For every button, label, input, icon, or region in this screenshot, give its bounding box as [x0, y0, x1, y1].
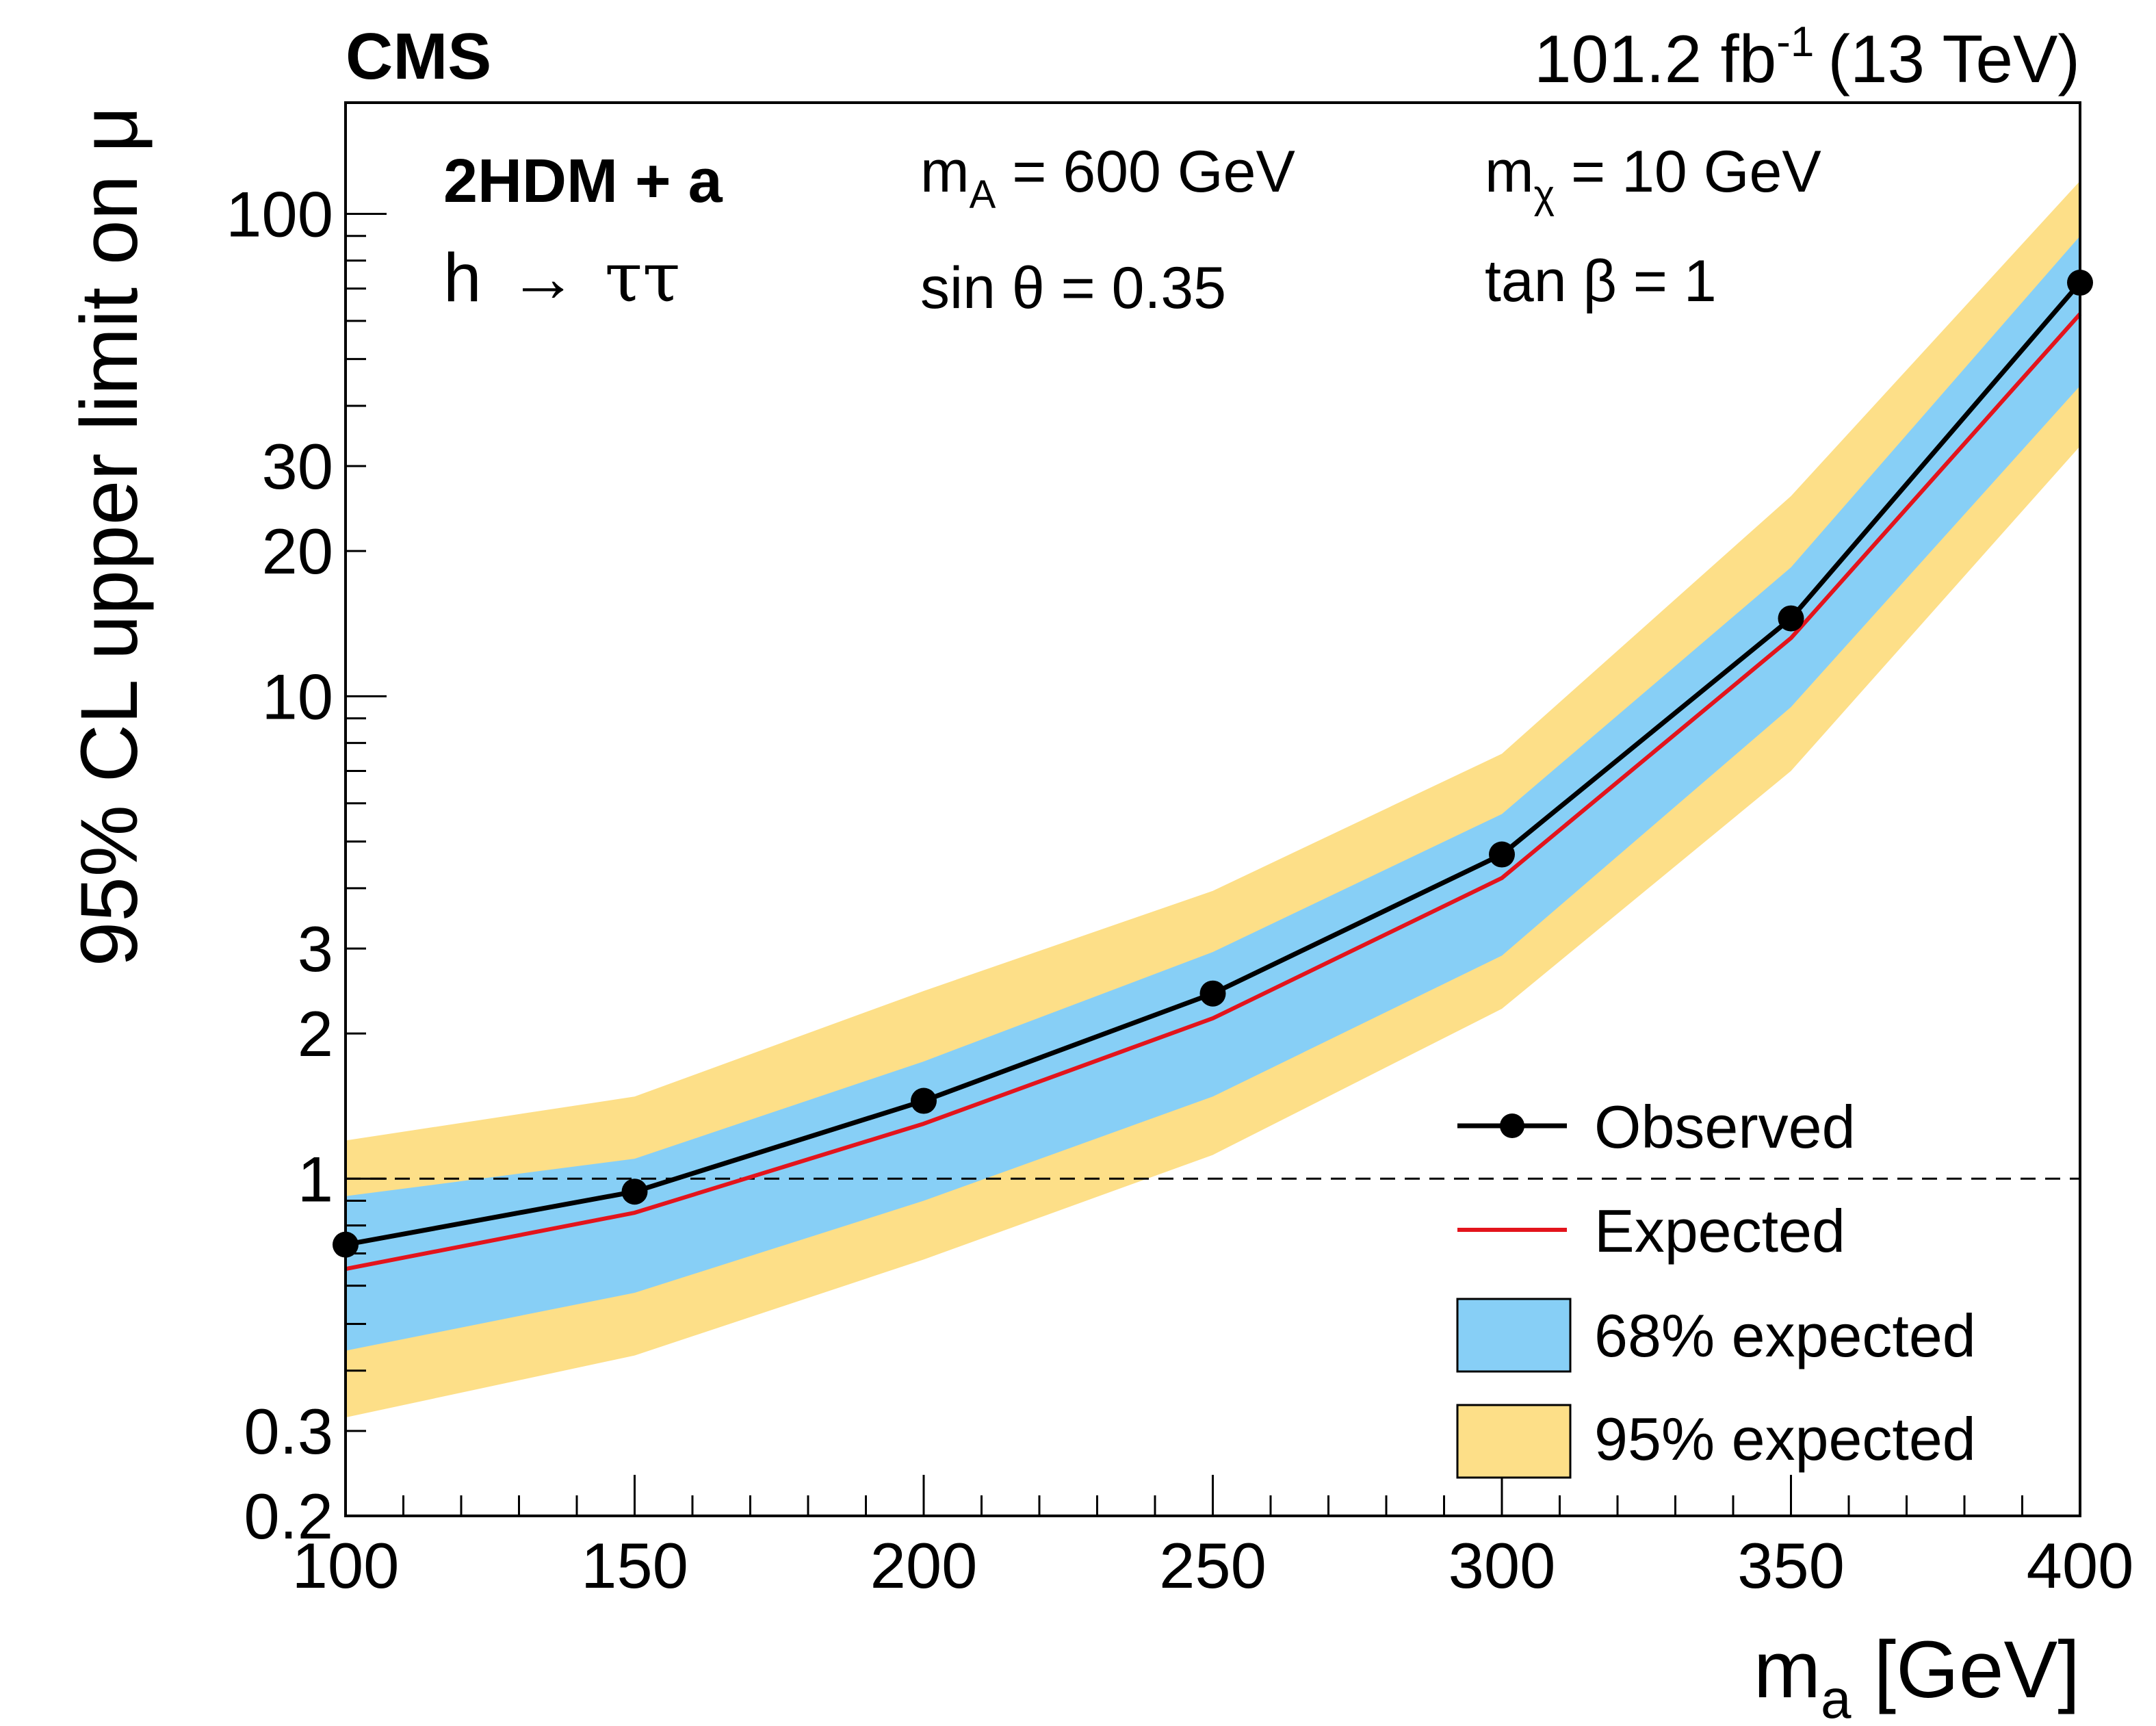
observed-point	[911, 1087, 937, 1114]
observed-point	[1199, 980, 1226, 1007]
legend-68-swatch	[1456, 1298, 1572, 1373]
legend-observed-marker	[1500, 1113, 1524, 1138]
band-68-expected	[346, 235, 2080, 1351]
y-tick-label: 1	[298, 1143, 333, 1215]
y-tick-label: 2	[298, 998, 333, 1070]
observed-point	[1778, 605, 1804, 632]
x-tick-label: 100	[292, 1530, 400, 1601]
legend-expected-label: Expected	[1594, 1197, 1845, 1265]
x-tick-label: 250	[1159, 1530, 1267, 1601]
legend-68-label: 68% expected	[1594, 1302, 1976, 1369]
x-tick-label: 350	[1737, 1530, 1845, 1601]
x-tick-label: 400	[2027, 1530, 2134, 1601]
y-tick-label: 3	[298, 913, 333, 985]
x-tick-label: 150	[581, 1530, 688, 1601]
model-label: 2HDM + a	[443, 147, 723, 216]
x-tick-label: 300	[1449, 1530, 1556, 1601]
y-tick-label: 10	[261, 660, 333, 732]
x-axis-title: ma [GeV]	[1754, 1625, 2080, 1726]
mA-label: mA = 600 GeV	[920, 139, 1295, 217]
x-axis-ticks: 100 150 200 250 300 350 400	[292, 1475, 2134, 1601]
legend-95-label: 95% expected	[1594, 1405, 1976, 1473]
y-axis-ticks: 0.2 0.3 1 2 3 10 20 30 100	[226, 178, 387, 1552]
cms-label: CMS	[346, 20, 491, 93]
observed-point	[621, 1178, 648, 1205]
y-tick-label: 100	[226, 178, 333, 250]
y-tick-label: 20	[261, 515, 333, 587]
observed-markers-group	[333, 270, 2093, 1258]
sintheta-label: sin θ = 0.35	[920, 255, 1226, 321]
legend-observed-label: Observed	[1594, 1093, 1856, 1161]
mchi-label: mχ = 10 GeV	[1485, 139, 1821, 217]
expected-line	[345, 312, 2082, 1272]
x-tick-label: 200	[870, 1530, 978, 1601]
process-label: h → ττ	[443, 237, 680, 318]
y-tick-label: 30	[261, 430, 333, 502]
observed-point	[1489, 841, 1515, 868]
y-axis-title: 95% CL upper limit on μ	[64, 106, 155, 966]
y-tick-label: 0.3	[244, 1395, 333, 1467]
legend-95-swatch	[1456, 1404, 1572, 1479]
y-tick-label: 0.2	[244, 1480, 333, 1552]
tanbeta-label: tan β = 1	[1485, 248, 1717, 314]
luminosity-label: 101.2 fb-1 (13 TeV)	[1534, 18, 2080, 96]
legend: Observed Expected 68% expected 95% expec…	[1456, 1093, 1976, 1479]
bands-group	[346, 181, 2080, 1418]
band-95-expected	[346, 181, 2080, 1418]
